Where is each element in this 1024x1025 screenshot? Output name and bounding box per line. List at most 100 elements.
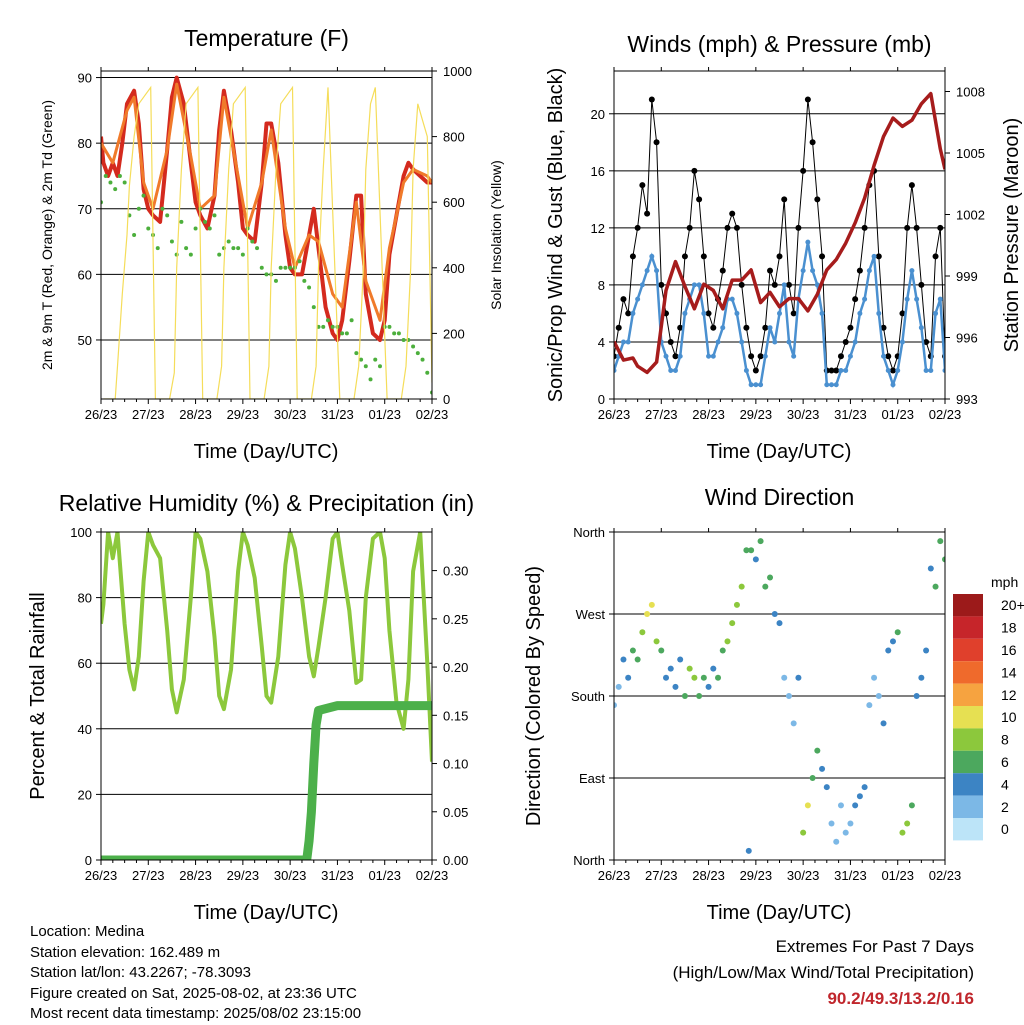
y-right-tick-label: 0.15 — [443, 708, 468, 723]
dewpoint-point — [377, 364, 382, 369]
x-tick-label: 26/23 — [598, 407, 631, 422]
dewpoint-point — [146, 226, 151, 231]
y-tick-label: 60 — [78, 656, 92, 671]
direction-point — [715, 674, 722, 681]
y-right-tick-label: 800 — [443, 130, 465, 145]
dewpoint-point — [302, 278, 307, 283]
dewpoint-point — [387, 324, 392, 329]
x-tick-label: 02/23 — [929, 407, 962, 422]
dewpoint-point — [141, 193, 146, 198]
y-tick-label: 100 — [70, 525, 92, 540]
dewpoint-point — [136, 206, 141, 211]
series-t9m-line — [101, 82, 432, 322]
direction-point — [804, 802, 811, 809]
x-tick-label: 01/23 — [368, 868, 401, 883]
direction-point — [738, 583, 745, 590]
plot-frame — [100, 70, 433, 400]
dewpoint-point — [226, 239, 231, 244]
direction-point — [743, 547, 750, 554]
direction-point — [880, 720, 887, 727]
dewpoint-point — [425, 370, 430, 375]
dewpoint-point — [297, 259, 302, 264]
legend-swatch — [953, 773, 983, 796]
chart-panel-1: Temperature (F) 50 60 70 80 90 0 200 400 600 800 10… — [39, 25, 504, 463]
extremes-box: Extremes For Past 7 Days (High/Low/Max W… — [673, 934, 974, 1012]
dewpoint-point — [203, 219, 208, 224]
direction-point — [856, 793, 863, 800]
chart-panel-2: Winds (mph) & Pressure (mb) 0 4 8 12 16 20 993 9… — [545, 31, 1023, 463]
series-wind-line — [614, 241, 945, 389]
direction-point — [866, 702, 873, 709]
direction-point — [875, 693, 882, 699]
station-info: Location: Medina Station elevation: 162.… — [30, 922, 361, 1025]
series-pressure-line — [614, 91, 945, 375]
direction-point — [885, 647, 892, 654]
y-tick-label: 8 — [598, 278, 605, 293]
direction-point — [932, 583, 939, 590]
speed-legend: mph 20+ 18 16 14 12 10 8 6 4 2 0 — [953, 574, 1024, 841]
x-tick-label: 31/23 — [834, 407, 867, 422]
y-right-tick-label: 0.10 — [443, 757, 468, 772]
x-tick-label: 29/23 — [740, 407, 773, 422]
x-tick-label: 01/23 — [881, 407, 914, 422]
x-tick-label: 28/23 — [179, 407, 212, 422]
x-tick-label: 27/23 — [132, 407, 165, 422]
x-tick-label: 01/23 — [368, 407, 401, 422]
y-right-tick-label: 996 — [956, 331, 978, 346]
direction-point — [696, 693, 703, 699]
y-tick-label: 60 — [78, 267, 92, 282]
dewpoint-point — [217, 252, 222, 257]
x-tick-label: 29/23 — [740, 868, 773, 883]
y-right-tick-label: 999 — [956, 269, 978, 284]
direction-point — [833, 838, 840, 845]
y-right-axis-label: Solar Insolation (Yellow) — [488, 160, 504, 310]
y-right-tick-label: 0.05 — [443, 805, 468, 820]
dewpoint-point — [132, 233, 137, 237]
extremes-subtitle: (High/Low/Max Wind/Total Precipitation) — [672, 963, 974, 982]
chart-title: Winds (mph) & Pressure (mb) — [627, 31, 931, 57]
legend-swatch — [953, 795, 983, 818]
dewpoint-point — [415, 351, 420, 356]
dewpoint-point — [193, 226, 198, 231]
y-tick-label: 12 — [591, 221, 605, 236]
dewpoint-point — [188, 252, 193, 257]
dewpoint-point — [283, 265, 288, 270]
direction-point — [942, 556, 945, 563]
legend-label: 16 — [1001, 642, 1017, 658]
x-tick-label: 27/23 — [132, 868, 165, 883]
dewpoint-point — [278, 265, 283, 270]
legend-label: 18 — [1001, 620, 1017, 636]
dewpoint-point — [179, 219, 184, 224]
legend-label: 14 — [1001, 664, 1017, 680]
direction-point — [733, 601, 740, 608]
y-tick-label: East — [579, 771, 605, 786]
direction-point — [790, 720, 797, 727]
legend-label: 8 — [1001, 732, 1009, 748]
direction-point — [828, 820, 835, 827]
x-tick-label: 30/23 — [274, 407, 307, 422]
plot-frame — [613, 70, 946, 400]
direction-point — [729, 620, 736, 627]
direction-point — [700, 674, 707, 681]
direction-point — [644, 611, 651, 617]
y-tick-label: 50 — [78, 333, 92, 348]
dewpoint-point — [155, 246, 160, 251]
direction-point — [795, 674, 802, 681]
dewpoint-point — [288, 265, 293, 270]
y-tick-label: 0 — [85, 853, 92, 868]
x-tick-label: 30/23 — [787, 868, 820, 883]
plot-area — [101, 532, 432, 860]
x-axis-label: Time (Day/UTC) — [194, 902, 339, 924]
chart-title: Temperature (F) — [184, 25, 349, 51]
legend-swatch — [953, 661, 983, 684]
dewpoint-point — [117, 173, 122, 178]
x-tick-label: 30/23 — [787, 407, 820, 422]
direction-point — [691, 674, 698, 681]
dewpoint-point — [354, 351, 359, 356]
legend-title: mph — [991, 574, 1018, 590]
y-tick-label: 70 — [78, 202, 92, 217]
direction-point — [625, 674, 632, 681]
x-tick-label: 30/23 — [274, 868, 307, 883]
dewpoint-point — [207, 226, 212, 231]
direction-point — [681, 693, 688, 699]
